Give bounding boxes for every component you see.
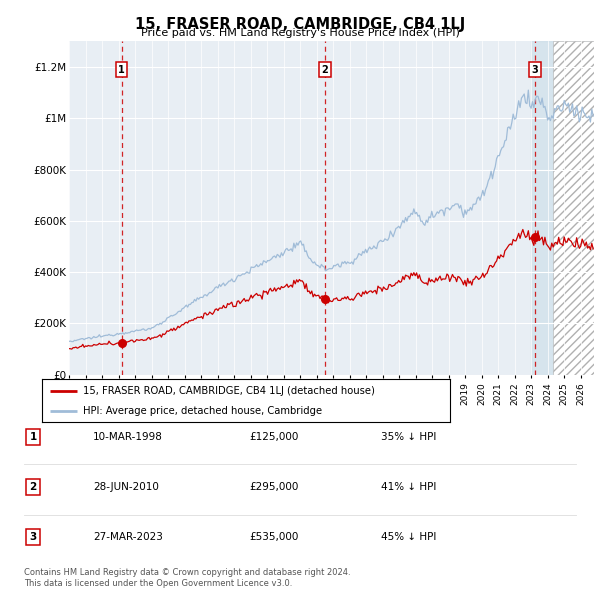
Text: £295,000: £295,000	[249, 482, 298, 491]
Text: 2: 2	[322, 65, 328, 74]
Text: 3: 3	[29, 532, 37, 542]
Text: 1: 1	[29, 432, 37, 441]
Text: 45% ↓ HPI: 45% ↓ HPI	[381, 532, 436, 542]
Text: 3: 3	[532, 65, 538, 74]
Text: Price paid vs. HM Land Registry's House Price Index (HPI): Price paid vs. HM Land Registry's House …	[140, 28, 460, 38]
Text: 2: 2	[29, 482, 37, 491]
Text: Contains HM Land Registry data © Crown copyright and database right 2024.
This d: Contains HM Land Registry data © Crown c…	[24, 568, 350, 588]
Text: 35% ↓ HPI: 35% ↓ HPI	[381, 432, 436, 441]
Text: £535,000: £535,000	[249, 532, 298, 542]
Text: HPI: Average price, detached house, Cambridge: HPI: Average price, detached house, Camb…	[83, 407, 322, 416]
Bar	[531, 41, 553, 375]
Bar	[553, 41, 594, 375]
Text: 15, FRASER ROAD, CAMBRIDGE, CB4 1LJ: 15, FRASER ROAD, CAMBRIDGE, CB4 1LJ	[135, 17, 465, 31]
Text: £125,000: £125,000	[249, 432, 298, 441]
Text: 41% ↓ HPI: 41% ↓ HPI	[381, 482, 436, 491]
Bar	[553, 41, 594, 375]
Text: 1: 1	[118, 65, 125, 74]
Text: 27-MAR-2023: 27-MAR-2023	[93, 532, 163, 542]
Text: 15, FRASER ROAD, CAMBRIDGE, CB4 1LJ (detached house): 15, FRASER ROAD, CAMBRIDGE, CB4 1LJ (det…	[83, 386, 374, 396]
Text: 28-JUN-2010: 28-JUN-2010	[93, 482, 159, 491]
Text: 10-MAR-1998: 10-MAR-1998	[93, 432, 163, 441]
